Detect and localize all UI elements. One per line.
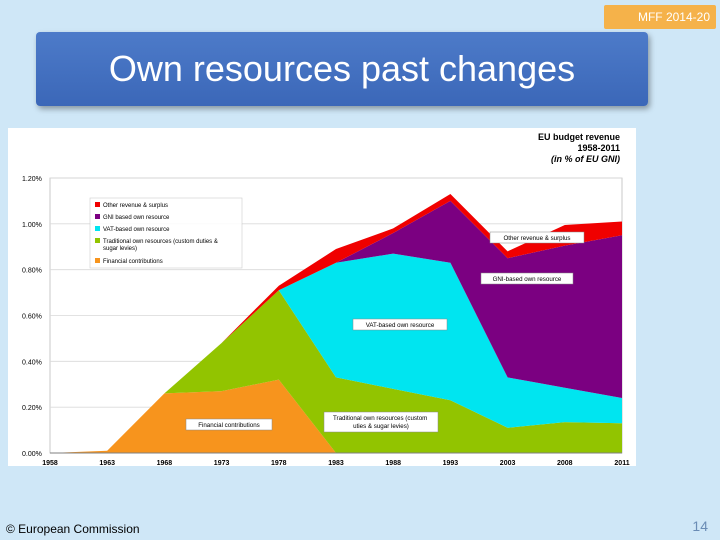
legend-swatch-traditional: [95, 238, 100, 243]
x-tick-label: 1988: [385, 460, 401, 466]
x-tick-label: 1973: [214, 460, 230, 466]
x-tick-label: 1978: [271, 460, 287, 466]
legend-box: [89, 197, 243, 269]
annotation-label-vat: VAT-based own resource: [366, 322, 435, 329]
x-tick-label: 1958: [42, 460, 58, 466]
legend-label: Traditional own resources (custom duties…: [103, 239, 218, 252]
annotation-label-traditional: Traditional own resources (custom uties …: [333, 415, 429, 430]
series-area-financial: [50, 379, 622, 453]
x-tick-label: 1993: [443, 460, 459, 466]
series-area-vat: [50, 253, 622, 453]
x-tick-label: 1983: [328, 460, 344, 466]
chart-title-line2: 1958-2011: [577, 143, 620, 153]
x-tick-label: 1963: [99, 460, 115, 466]
y-tick-label: 1.00%: [22, 222, 42, 229]
legend-swatch-financial: [95, 258, 100, 263]
y-tick-label: 0.40%: [22, 359, 42, 366]
legend-swatch-gni: [95, 214, 100, 219]
copyright-footer: © European Commission: [6, 522, 140, 536]
y-tick-label: 0.20%: [22, 405, 42, 412]
legend-swatch-other: [95, 202, 100, 207]
chart-title-line1: EU budget revenue: [537, 132, 620, 142]
annotation-label-financial: Financial contributions: [198, 422, 260, 429]
legend-label: Other revenue & surplus: [103, 203, 168, 209]
x-tick-label: 2011: [614, 460, 629, 466]
chart-card: EU budget revenue 1958-2011 (in % of EU …: [8, 128, 636, 466]
annotation-label-other: Other revenue & surplus: [503, 235, 570, 242]
x-tick-label: 2008: [557, 460, 573, 466]
y-tick-label: 0.60%: [22, 314, 42, 321]
slide-title: Own resources past changes: [108, 48, 576, 89]
legend-label: GNI based own resource: [103, 215, 170, 221]
annotation-box-other: [489, 231, 585, 244]
annotation-box-financial: [185, 418, 273, 431]
annotation-box-vat: [352, 318, 448, 331]
y-tick-label: 0.80%: [22, 268, 42, 275]
chart-title-line3: (in % of EU GNI): [551, 154, 620, 164]
y-tick-label: 1.20%: [22, 176, 42, 183]
x-tick-label: 2003: [500, 460, 516, 466]
legend-label: VAT-based own resource: [103, 227, 170, 233]
y-tick-label: 0.00%: [22, 451, 42, 458]
revenue-area-chart: 0.00% 0.20% 0.40% 0.60% 0.80% 1.00% 1.20% 1958 1…: [22, 176, 630, 466]
annotation-box-gni: [480, 272, 574, 285]
title-banner: Own resources past changes: [36, 32, 648, 106]
x-tick-label: 1968: [157, 460, 173, 466]
annotation-label-gni: GNI-based own resource: [493, 276, 562, 283]
page-number: 14: [692, 518, 708, 534]
series-area-gni: [50, 200, 622, 453]
mff-badge: MFF 2014-20: [604, 5, 716, 29]
legend-label: Financial contributions: [103, 259, 163, 265]
legend-swatch-vat: [95, 226, 100, 231]
chart-title: EU budget revenue 1958-2011 (in % of EU …: [538, 132, 620, 165]
annotation-box-traditional: [323, 411, 439, 433]
